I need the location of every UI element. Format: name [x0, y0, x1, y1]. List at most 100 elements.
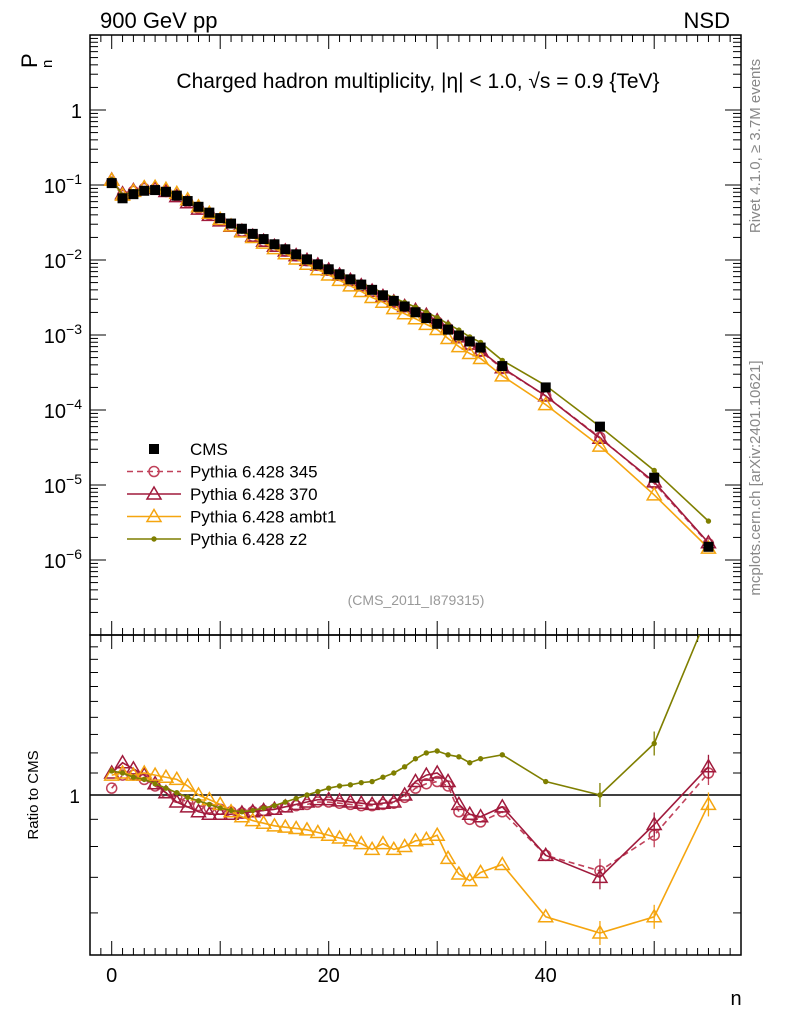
series-point-ratio — [233, 808, 251, 823]
series-point-ratio — [266, 817, 283, 832]
cms-point — [453, 330, 464, 341]
series-point-ratio — [287, 795, 305, 811]
series-point-ratio — [543, 778, 549, 785]
series-point-ratio — [109, 768, 115, 774]
x-axis-label: n — [730, 988, 741, 1010]
series-point-ratio — [439, 773, 457, 788]
series-point-ratio — [537, 908, 555, 923]
series-point-main — [591, 437, 609, 452]
cms-point — [215, 213, 226, 224]
header-right: NSD — [684, 8, 730, 33]
series-point-ratio — [130, 774, 137, 780]
cms-point — [443, 324, 454, 335]
cms-point — [410, 307, 421, 318]
cms-point — [345, 274, 356, 285]
series-point-main — [352, 282, 370, 298]
ratio-axis-label: Ratio to CMS — [25, 750, 42, 839]
series-point-ratio — [125, 760, 142, 775]
cms-point — [204, 207, 215, 218]
series-point-ratio — [352, 794, 370, 809]
y-tick-label: 10−2 — [44, 246, 82, 273]
y-tick-label: 10−5 — [44, 471, 82, 498]
series-point-ratio — [537, 846, 555, 862]
series-point-ratio — [445, 752, 451, 758]
series-point-ratio — [428, 826, 446, 841]
cms-point — [421, 313, 432, 324]
series-point-main — [537, 396, 555, 411]
series-point-ratio — [477, 756, 484, 762]
x-tick-label: 0 — [106, 965, 117, 987]
series-point-ratio — [190, 803, 207, 818]
series-point-ratio — [266, 800, 283, 816]
legend-marker — [148, 465, 160, 478]
cms-point — [269, 239, 280, 250]
y-tick-label: 10−3 — [44, 321, 82, 348]
legend-marker-cms — [149, 444, 159, 454]
series-point-main — [537, 387, 555, 402]
cms-point — [236, 223, 247, 234]
series-point-ratio — [439, 849, 457, 865]
cms-point — [117, 193, 128, 204]
y-axis-label: P n — [17, 53, 56, 68]
series-point-ratio — [287, 819, 305, 835]
series-point-ratio — [347, 782, 354, 788]
y-axis-label-main: P — [17, 53, 42, 68]
series-point-main — [396, 305, 413, 320]
series-point-ratio — [103, 766, 121, 781]
cms-point — [356, 279, 367, 290]
series-point-main — [591, 429, 609, 445]
series-point-ratio — [467, 760, 473, 766]
series-point-ratio — [428, 764, 446, 779]
series-point-ratio — [293, 795, 299, 802]
series-point-ratio — [228, 807, 234, 814]
cms-point — [323, 264, 334, 275]
series-point-ratio — [201, 805, 218, 820]
cms-point — [193, 201, 204, 212]
series-line-ratio — [111, 634, 701, 813]
series-point-main — [418, 315, 435, 331]
series-point-ratio — [157, 768, 175, 783]
series-point-ratio — [336, 783, 343, 789]
legend-label: Pythia 6.428 370 — [190, 485, 318, 504]
series-point-ratio — [163, 785, 169, 791]
series-point-ratio — [407, 832, 424, 847]
cms-point — [291, 249, 302, 260]
series-point-ratio — [168, 770, 186, 786]
series-point-ratio — [493, 856, 511, 871]
cms-point — [171, 190, 182, 201]
series-point-ratio — [179, 798, 196, 813]
series-point-ratio — [125, 766, 142, 781]
rivet-label: Rivet 4.1.0, ≥ 3.7M events — [747, 59, 764, 233]
series-point-ratio — [195, 798, 202, 804]
y-axis-label-sub: n — [39, 60, 56, 68]
series-point-ratio — [179, 777, 196, 792]
series-point-ratio — [282, 799, 288, 805]
cms-point — [334, 269, 345, 280]
cms-point — [475, 342, 486, 353]
series-point-ratio — [472, 808, 489, 823]
series-point-ratio — [320, 791, 338, 806]
series-point-ratio — [374, 794, 392, 809]
series-point-ratio — [146, 766, 164, 781]
series-point-ratio — [385, 793, 403, 808]
cms-point — [377, 290, 388, 301]
series-point-ratio — [276, 818, 294, 833]
series-point-ratio — [352, 835, 370, 850]
cms-point — [247, 228, 258, 239]
cms-point — [128, 189, 139, 200]
series-point-ratio — [119, 770, 126, 776]
series-point-ratio — [461, 872, 479, 887]
series-point-main — [472, 350, 489, 365]
mcplots-label: mcplots.cern.ch [arXiv:2401.10621] — [747, 360, 764, 595]
series-point-ratio — [315, 788, 321, 795]
series-point-ratio — [450, 795, 468, 811]
series-point-main — [450, 338, 468, 353]
series-point-ratio — [385, 840, 403, 856]
series-point-ratio — [412, 756, 419, 762]
series-point-ratio — [184, 794, 191, 801]
series-point-ratio — [309, 791, 327, 806]
legend-label: Pythia 6.428 345 — [190, 463, 318, 482]
cms-point — [160, 186, 171, 197]
x-tick-label: 20 — [318, 965, 340, 987]
series-point-ratio — [276, 798, 294, 813]
